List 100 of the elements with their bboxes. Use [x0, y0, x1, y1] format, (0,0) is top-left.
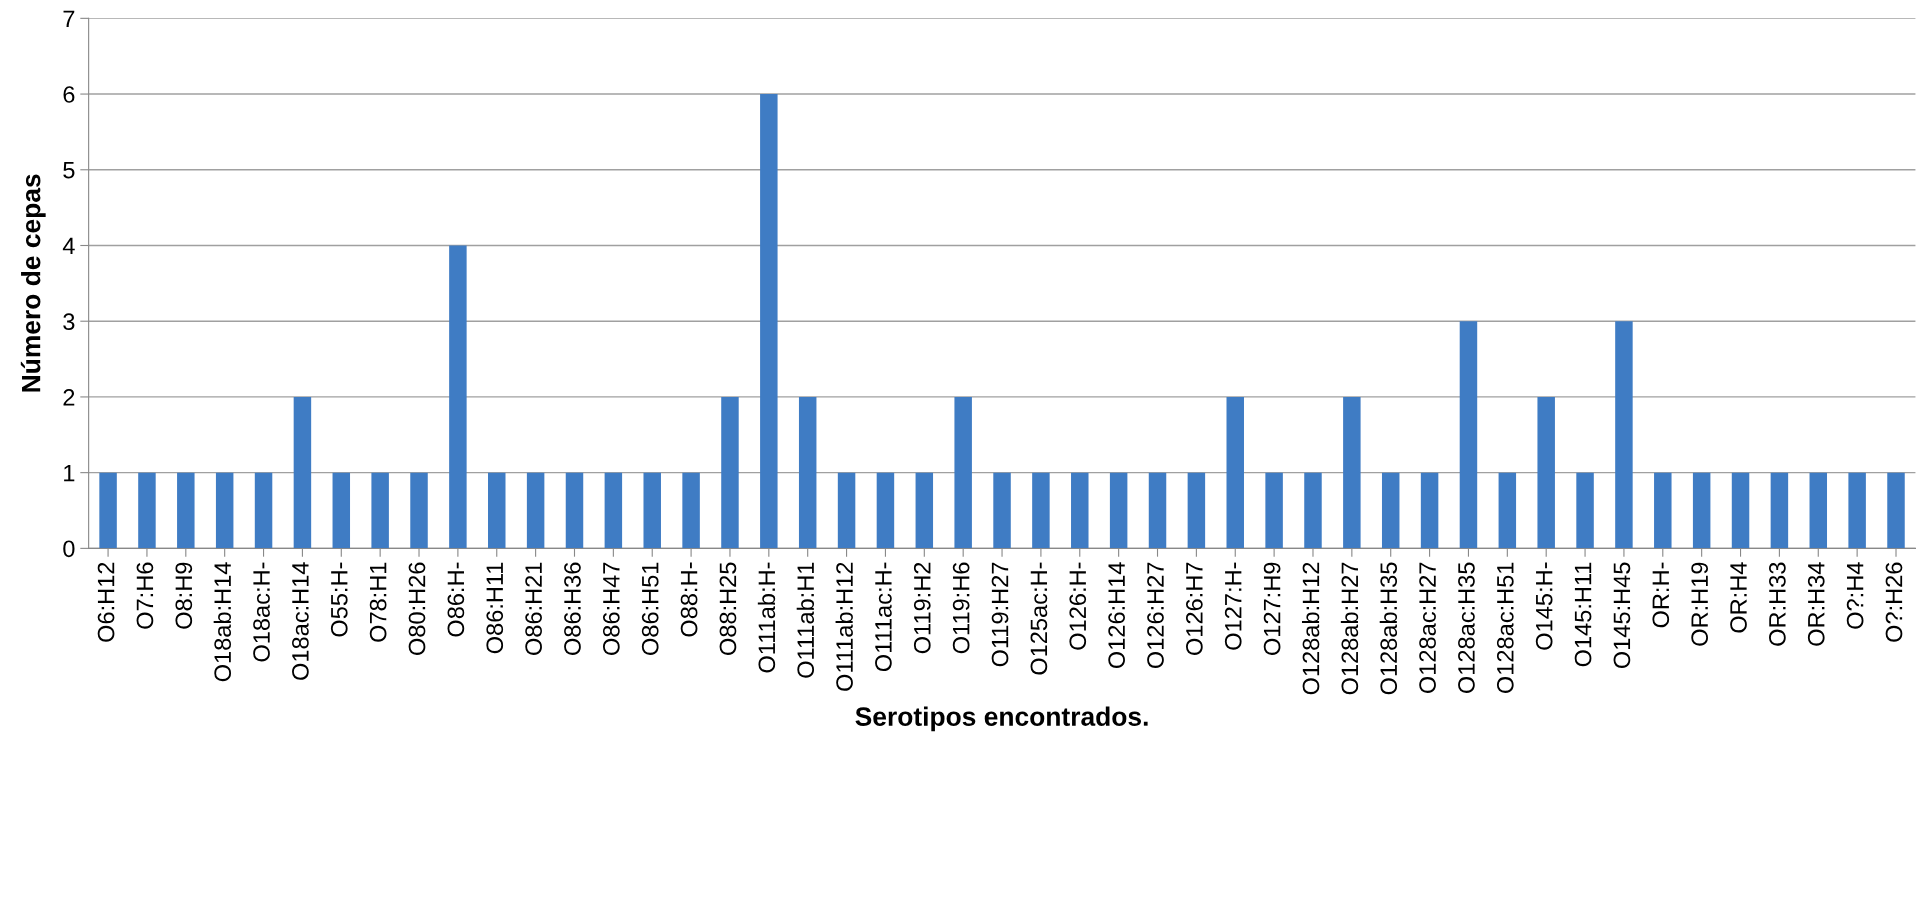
bar	[1537, 396, 1555, 549]
bar	[1109, 472, 1128, 549]
bar	[604, 472, 623, 549]
y-tick-label: 6	[63, 86, 75, 103]
bar	[1770, 472, 1789, 549]
x-tick-label: OR:H34	[1807, 562, 1825, 646]
x-tick-label: O128ab:H12	[1301, 562, 1320, 695]
bar	[1343, 396, 1361, 549]
bar	[177, 472, 195, 549]
bar	[488, 472, 506, 549]
x-tick-label: O127:H-	[1224, 562, 1242, 650]
bar	[565, 472, 584, 549]
bar	[954, 396, 972, 549]
x-tick-label: O?:H4	[1846, 562, 1864, 629]
x-tick-label: O55:H-	[330, 562, 348, 637]
bar	[1304, 472, 1322, 549]
x-tick-label: O119:H27	[991, 562, 1009, 667]
y-tick-label: 4	[62, 237, 75, 255]
x-tick-label: O126:H27	[1147, 562, 1164, 669]
x-tick-label: O111ab:H12	[835, 562, 853, 691]
x-tick-label: O86:H51	[641, 562, 659, 655]
x-tick-label: O86:H36	[564, 562, 581, 655]
bar	[254, 472, 273, 549]
x-tick-label: O126:H14	[1108, 562, 1125, 669]
x-tick-label: O126:H-	[1069, 562, 1087, 650]
x-tick-label: O88:H-	[680, 562, 698, 637]
bar	[332, 472, 351, 549]
x-tick-label: O86:H-	[447, 562, 465, 637]
bar	[993, 472, 1011, 549]
x-tick-label: O119:H6	[952, 562, 970, 654]
bar	[682, 472, 700, 549]
y-tick-label: 7	[63, 10, 75, 27]
x-tick-label: O145:H11	[1574, 562, 1592, 667]
bar	[721, 396, 739, 549]
x-tick-label: O111ab:H-	[757, 562, 776, 673]
bar	[1265, 472, 1283, 549]
x-tick-label: O111ac:H-	[875, 562, 892, 672]
x-tick-label: O111ab:H1	[796, 562, 815, 678]
bar	[449, 245, 467, 549]
bar	[1032, 472, 1050, 549]
x-tick-label: O145:H-	[1535, 562, 1553, 650]
bar	[1654, 472, 1672, 549]
bar	[1187, 472, 1206, 549]
x-tick-label: O128ac:H51	[1496, 562, 1514, 693]
bar	[1226, 396, 1244, 549]
x-tick-label: O18ab:H14	[213, 562, 232, 682]
bar	[1809, 472, 1828, 549]
x-tick-label: OR:H4	[1730, 562, 1747, 633]
x-tick-label: O86:H11	[486, 562, 504, 654]
bar	[99, 472, 117, 549]
y-tick-label: 3	[63, 313, 75, 330]
x-tick-label: O128ac:H35	[1458, 562, 1475, 693]
x-tick-label: O86:H47	[602, 562, 620, 655]
x-tick-label: OR:H-	[1652, 562, 1670, 628]
bar	[1420, 472, 1439, 549]
bar	[1887, 472, 1905, 549]
x-tick-label: O18ac:H-	[253, 562, 270, 662]
bar	[215, 472, 234, 549]
x-tick-label: O119:H2	[913, 562, 931, 654]
y-tick-label: 0	[63, 540, 75, 558]
x-tick-label: O86:H21	[525, 562, 542, 655]
bar	[760, 94, 778, 549]
x-tick-label: OR:H33	[1769, 562, 1786, 646]
x-tick-label: O18ac:H14	[292, 562, 309, 680]
x-tick-label: O78:H1	[369, 562, 387, 642]
bar	[798, 396, 817, 549]
x-tick-label: O80:H26	[408, 562, 426, 655]
y-tick-label: 1	[64, 464, 75, 482]
bar	[837, 472, 856, 549]
x-tick-label: O6:H12	[97, 562, 115, 642]
x-tick-label: O125ac:H-	[1030, 562, 1048, 675]
bar	[1071, 472, 1089, 549]
x-tick-label: O128ab:H35	[1379, 562, 1398, 695]
y-tick-label: 2	[63, 389, 75, 406]
x-tick-label: O126:H7	[1186, 562, 1203, 655]
x-tick-label: O?:H26	[1885, 562, 1903, 642]
bar	[1576, 472, 1594, 549]
x-tick-label: O128ab:H27	[1340, 562, 1359, 695]
bar	[1381, 472, 1400, 549]
bar	[293, 396, 312, 549]
x-tick-label: O88:H25	[719, 562, 737, 655]
x-axis-title: Serotipos encontrados.	[855, 706, 1148, 732]
y-tick-label: 5	[63, 162, 75, 179]
x-tick-label: OR:H19	[1691, 562, 1708, 646]
x-tick-label: O145:H45	[1613, 562, 1631, 669]
x-tick-label: O8:H9	[175, 562, 193, 629]
bar	[1615, 321, 1633, 549]
bar	[1498, 472, 1517, 549]
bar	[1731, 472, 1750, 549]
x-tick-label: O127:H9	[1263, 562, 1281, 655]
bar	[1148, 472, 1167, 549]
bar	[138, 472, 156, 549]
x-tick-label: O128ac:H27	[1419, 562, 1436, 693]
bar	[643, 472, 661, 549]
y-axis-title: Número de cepas	[20, 174, 46, 392]
bar	[1692, 472, 1711, 549]
bar	[915, 472, 934, 549]
bar	[1848, 472, 1866, 549]
bar	[1459, 321, 1478, 549]
bar	[526, 472, 545, 549]
